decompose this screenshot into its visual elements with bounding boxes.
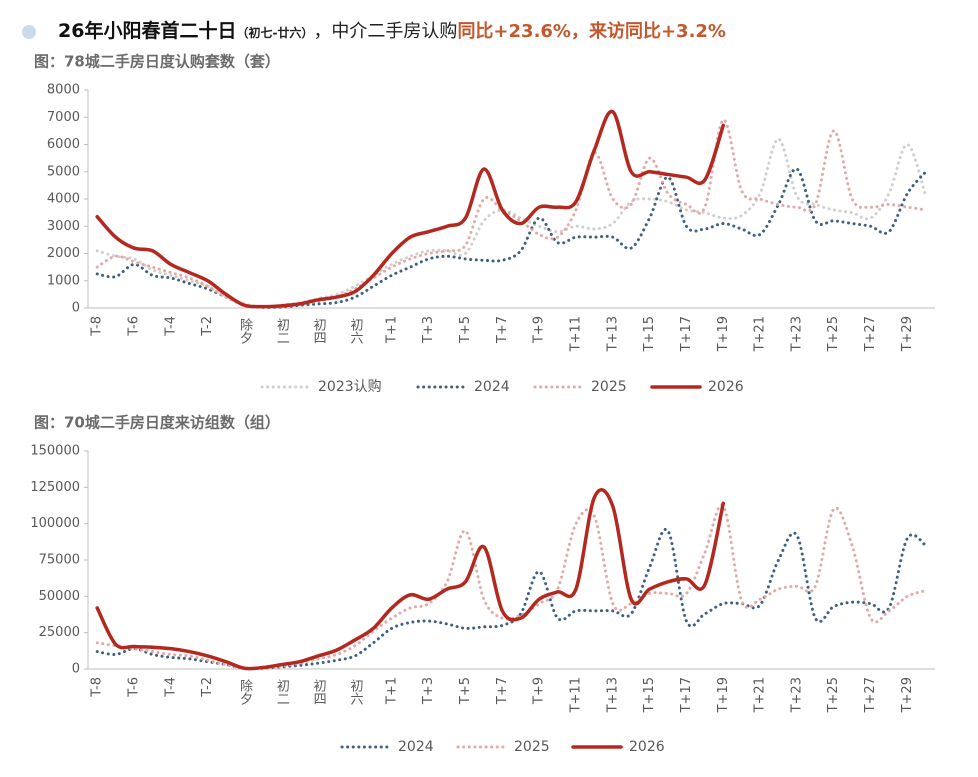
series-line	[95, 488, 725, 671]
x-tick-label: T-2	[200, 677, 215, 698]
x-tick-label: T-4	[163, 677, 178, 698]
x-tick-label: T+15	[642, 316, 657, 352]
x-tick-label: T+15	[642, 677, 657, 713]
x-tick-label: T+7	[495, 316, 510, 344]
series-line	[95, 527, 928, 671]
x-tick-label: T-6	[127, 677, 142, 698]
x-tick-label: 初四	[311, 679, 327, 705]
legend-label: 2024	[398, 739, 434, 755]
x-tick-label: T-6	[127, 316, 142, 337]
x-tick-label: T+3	[421, 677, 436, 705]
chart-title: 图：70城二手房日度来访组数（组）	[34, 414, 280, 432]
x-tick-label: T+25	[826, 677, 841, 713]
y-tick-label: 7000	[47, 110, 80, 125]
y-tick-label: 25000	[39, 625, 80, 640]
x-tick-label: 除夕	[237, 679, 252, 705]
x-tick-label: T+11	[568, 316, 583, 352]
x-tick-label: T+27	[863, 677, 878, 713]
x-tick-label: 初六	[347, 679, 363, 705]
x-tick-label: 初二	[274, 679, 290, 705]
legend-label: 2023认购	[318, 379, 382, 395]
x-tick-label: T+13	[605, 316, 620, 352]
x-tick-label: T+25	[826, 316, 841, 352]
x-tick-label: T-4	[163, 316, 178, 337]
x-tick-label: T+1	[384, 677, 399, 705]
x-tick-label: T+19	[716, 677, 731, 713]
headline-note: （初七-廿六）	[236, 26, 314, 40]
x-tick-label: 初二	[274, 318, 290, 344]
x-tick-label: 初四	[311, 318, 327, 344]
y-tick-label: 125000	[30, 480, 80, 495]
x-tick-label: T+11	[568, 677, 583, 713]
x-tick-label: T+5	[458, 677, 473, 705]
legend-label: 2024	[474, 379, 510, 395]
series-line	[95, 167, 928, 310]
y-tick-label: 100000	[30, 516, 80, 531]
x-tick-label: T-2	[200, 316, 215, 337]
series-line	[95, 503, 928, 671]
x-tick-label: T+17	[679, 316, 694, 352]
x-tick-label: T-8	[90, 677, 105, 698]
series-line	[95, 137, 928, 309]
headline-rest: ，中介二手房认购	[313, 21, 458, 42]
y-tick-label: 8000	[47, 83, 80, 98]
x-tick-label: T+13	[605, 677, 620, 713]
y-tick-label: 1000	[47, 273, 80, 288]
y-tick-label: 6000	[47, 137, 80, 152]
series-line	[95, 118, 928, 309]
chart-title: 图：78城二手房日度认购套数（套）	[34, 53, 280, 71]
x-tick-label: T+9	[532, 677, 547, 705]
series-line	[95, 110, 725, 309]
x-tick-label: T+21	[753, 677, 768, 713]
x-tick-label: T+9	[532, 316, 547, 344]
legend-label: 2025	[591, 379, 627, 395]
x-tick-label: T+3	[421, 316, 436, 344]
y-tick-label: 0	[72, 662, 80, 677]
x-tick-label: T+23	[789, 316, 804, 352]
y-tick-label: 75000	[39, 553, 80, 568]
y-tick-label: 4000	[47, 192, 80, 207]
legend-label: 2026	[629, 739, 665, 755]
y-tick-label: 5000	[47, 164, 80, 179]
y-tick-label: 3000	[47, 219, 80, 234]
x-tick-label: T+23	[789, 677, 804, 713]
x-tick-label: T+27	[863, 316, 878, 352]
bullet	[22, 25, 36, 39]
x-tick-label: T+29	[900, 316, 915, 352]
x-tick-label: T-8	[90, 316, 105, 337]
x-tick-label: T+7	[495, 677, 510, 705]
y-tick-label: 0	[72, 301, 80, 316]
header: 26年小阳春首二十日 （初七-廿六） ，中介二手房认购 同比+23.6%，来访同…	[22, 16, 726, 48]
x-tick-label: 除夕	[237, 318, 252, 344]
legend-label: 2026	[708, 379, 744, 395]
x-tick-label: T+5	[458, 316, 473, 344]
headline-highlight: 同比+23.6%，来访同比+3.2%	[457, 21, 726, 42]
x-tick-label: T+17	[679, 677, 694, 713]
x-tick-label: T+1	[384, 316, 399, 344]
y-tick-label: 150000	[30, 444, 80, 459]
x-tick-label: T+29	[900, 677, 915, 713]
legend-label: 2025	[514, 739, 550, 755]
x-tick-label: T+21	[753, 316, 768, 352]
x-tick-label: T+19	[716, 316, 731, 352]
x-tick-label: 初六	[347, 318, 363, 344]
y-tick-label: 2000	[47, 246, 80, 261]
y-tick-label: 50000	[39, 589, 80, 604]
headline: 26年小阳春首二十日	[58, 20, 237, 42]
